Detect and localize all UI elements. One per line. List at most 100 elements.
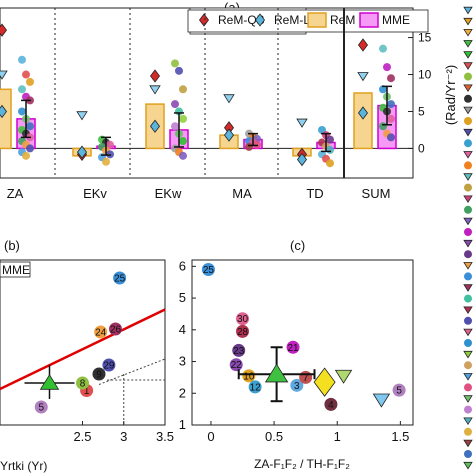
member-point-label: 3 — [294, 381, 300, 392]
member-dot — [18, 107, 26, 116]
panel-b-legend — [0, 261, 31, 278]
strip-triangle — [463, 461, 473, 470]
x-tick-label: 0 — [207, 429, 214, 444]
member-point — [201, 263, 215, 277]
y-tick-label: 5 — [418, 104, 425, 118]
member-dot — [179, 137, 187, 146]
panel-b-x-axis: 2.5 3 3.5 — [73, 421, 174, 444]
member-point-label: 24 — [95, 328, 107, 339]
member-triangle — [296, 118, 308, 128]
member-dot — [171, 100, 179, 109]
legend-swatch — [199, 13, 209, 27]
member-dot — [379, 44, 387, 53]
strip-triangle — [463, 84, 473, 93]
member-point-label: 26 — [110, 325, 122, 336]
strip-triangle — [463, 17, 473, 26]
member-dot — [179, 85, 187, 94]
strip-dot — [464, 250, 472, 259]
category-label: MA — [232, 186, 252, 201]
member-point — [232, 343, 246, 357]
member-dot — [26, 77, 34, 86]
rem-marker — [313, 367, 336, 397]
strip-dot — [464, 205, 472, 214]
member-dot — [18, 55, 26, 64]
strip-dot — [464, 450, 472, 458]
rem-qb-marker — [358, 38, 368, 52]
strip-dot — [464, 72, 472, 81]
strip-dot — [464, 294, 472, 303]
panel-a-plot-area: ZA EKv EKw MA TD SUM — [0, 8, 413, 201]
member-point-label: 10 — [243, 371, 255, 382]
rem-bar — [353, 92, 373, 150]
member-point-label: 4 — [328, 400, 334, 411]
member-point — [248, 380, 262, 394]
strip-triangle — [463, 195, 473, 204]
x-tick-label: 0.5 — [265, 429, 283, 444]
member-dot — [245, 142, 253, 151]
strip-triangle — [463, 6, 473, 15]
mme-marker — [264, 363, 289, 383]
panel-b-tag: (b) — [4, 238, 20, 253]
fit-line — [0, 308, 166, 391]
strip-triangle — [463, 106, 473, 115]
member-dot — [383, 63, 391, 72]
y-tick-label: 3 — [179, 354, 186, 369]
member-point-label: 1 — [84, 386, 90, 397]
member-dot — [179, 151, 187, 160]
panel-a-legend: ReM-QB ReM-LF ReM MME — [187, 7, 429, 35]
strip-triangle — [463, 373, 473, 381]
rem-lf-marker — [297, 152, 307, 167]
y-tick-label: 5 — [179, 290, 186, 305]
member-dot — [387, 100, 395, 109]
rem-qb-marker — [0, 23, 8, 37]
strip-dot — [464, 272, 472, 281]
member-dot — [26, 144, 34, 153]
member-dot — [179, 114, 187, 123]
member-triangle — [223, 94, 235, 104]
category-label: EKv — [83, 186, 107, 201]
rem-lf-marker — [372, 393, 391, 408]
member-dot — [26, 122, 34, 131]
panel-b-frame — [0, 259, 166, 426]
strip-triangle — [463, 128, 473, 137]
member-point-label: 28 — [237, 327, 249, 338]
strip-dot — [464, 339, 472, 347]
strip-triangle — [463, 395, 473, 403]
member-dot — [175, 66, 183, 75]
member-dot — [326, 135, 334, 144]
strip-dot — [464, 161, 472, 170]
panel-a-ylabel: (Rad/Yr⁻²) — [443, 65, 458, 125]
member-point-label: 5 — [38, 403, 44, 414]
member-dot — [387, 114, 395, 123]
strip-triangle — [463, 328, 473, 337]
mme-marker — [39, 374, 60, 390]
y-tick-label: 4 — [179, 322, 186, 337]
member-point — [102, 358, 116, 372]
member-point-label: 25 — [203, 265, 215, 276]
y-tick-label: 10 — [418, 68, 432, 82]
x-tick-label: 3 — [120, 429, 127, 444]
member-point — [236, 324, 250, 338]
strip-triangle — [463, 62, 473, 70]
panel-c-tag: (c) — [290, 238, 305, 253]
member-point — [34, 400, 48, 414]
member-point-label: 21 — [287, 343, 299, 354]
member-triangle — [149, 85, 161, 95]
strip-dot — [464, 183, 472, 192]
member-point — [324, 397, 338, 411]
panel-c-frame — [191, 259, 414, 426]
strip-dot — [464, 228, 472, 236]
member-dot — [106, 140, 114, 149]
strip-dot — [464, 316, 472, 325]
strip-triangle — [463, 262, 473, 270]
strip-triangle — [463, 51, 473, 59]
rem-lf-marker — [149, 119, 161, 133]
member-point — [76, 376, 89, 390]
y-tick-label: 6 — [179, 258, 186, 273]
strip-triangle — [463, 151, 473, 159]
category-label: TD — [306, 186, 323, 201]
